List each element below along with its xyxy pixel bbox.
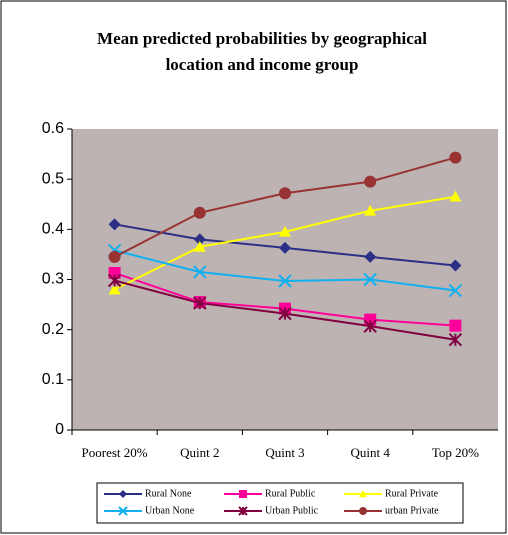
data-point	[448, 283, 463, 298]
marker-shape	[108, 250, 121, 263]
legend-marker	[119, 490, 127, 498]
data-point	[364, 250, 377, 263]
data-point	[279, 187, 291, 200]
x-tick-label: Quint 3	[265, 445, 304, 460]
data-point	[363, 319, 377, 333]
legend-label: Urban None	[145, 505, 195, 516]
data-point	[278, 306, 292, 321]
legend-marker	[238, 506, 248, 516]
data-point	[193, 206, 206, 219]
marker-shape	[193, 206, 206, 219]
marker-shape	[193, 233, 206, 246]
marker-shape	[448, 283, 463, 298]
legend-marker	[118, 506, 128, 516]
data-point	[364, 175, 377, 188]
marker-shape	[363, 272, 377, 287]
marker-shape	[449, 319, 462, 332]
x-tick-label: Top 20%	[432, 445, 479, 460]
legend-box	[96, 482, 464, 524]
data-point	[193, 296, 207, 310]
y-tick-label: 0.3	[42, 271, 64, 288]
y-tick-label: 0.2	[42, 321, 64, 338]
legend-label: Rural None	[145, 488, 192, 499]
marker-shape	[359, 507, 367, 515]
marker-shape	[108, 266, 121, 279]
y-tick-label: 0.4	[42, 221, 64, 238]
marker-shape	[108, 218, 121, 231]
plot-area	[72, 129, 498, 430]
y-tick-label: 0	[55, 421, 64, 438]
data-point	[108, 283, 121, 295]
x-tick-label: Poorest 20%	[82, 445, 148, 460]
data-point	[278, 274, 292, 288]
marker-shape	[279, 225, 291, 237]
data-point	[108, 266, 121, 279]
marker-shape	[364, 175, 377, 188]
legend-label: Urban Public	[265, 505, 319, 516]
data-point	[108, 218, 121, 231]
marker-shape	[278, 274, 292, 288]
x-tick-label: Quint 2	[180, 445, 219, 460]
legend-label: Rural Private	[385, 488, 439, 499]
data-point	[193, 265, 207, 279]
data-point	[449, 259, 462, 272]
marker-shape	[364, 250, 377, 263]
data-point	[364, 204, 377, 216]
marker-shape	[449, 259, 462, 272]
data-point	[448, 332, 463, 347]
marker-shape	[193, 240, 206, 252]
marker-shape	[449, 151, 462, 164]
legend-marker	[359, 490, 367, 498]
data-point	[279, 225, 291, 237]
x-tick-label: Quint 4	[351, 445, 391, 460]
marker-shape	[279, 187, 291, 200]
marker-shape	[108, 283, 121, 295]
data-point	[193, 240, 206, 252]
marker-shape	[193, 265, 207, 279]
chart-title: location and income group	[166, 55, 359, 74]
data-point	[108, 250, 121, 263]
marker-shape	[449, 190, 462, 202]
chart-title: Mean predicted probabilities by geograph…	[97, 29, 427, 48]
y-tick-label: 0.6	[42, 120, 64, 137]
legend-label: urban Private	[385, 505, 439, 516]
data-point	[279, 241, 291, 254]
legend-label: Rural Public	[265, 488, 316, 499]
y-tick-label: 0.1	[42, 371, 64, 388]
data-point	[363, 272, 377, 287]
marker-shape	[279, 241, 291, 254]
y-tick-label: 0.5	[42, 170, 64, 187]
marker-shape	[239, 490, 247, 498]
data-point	[449, 190, 462, 202]
legend-marker	[359, 507, 367, 515]
data-point	[193, 233, 206, 246]
marker-shape	[364, 204, 377, 216]
marker-shape	[119, 490, 127, 498]
legend-marker	[239, 490, 247, 498]
data-point	[449, 151, 462, 164]
data-point	[449, 319, 462, 332]
marker-shape	[359, 490, 367, 498]
marker-shape	[118, 506, 128, 516]
data-point	[107, 273, 122, 288]
